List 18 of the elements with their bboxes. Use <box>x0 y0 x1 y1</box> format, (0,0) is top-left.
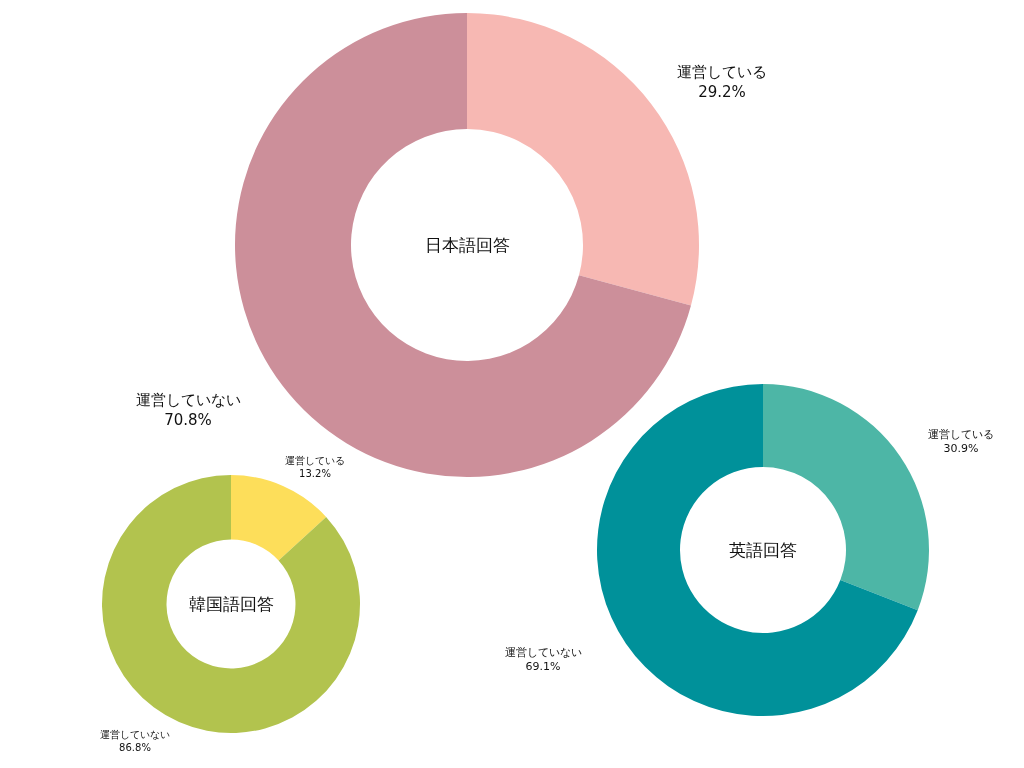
slice-label: 運営していない <box>100 729 170 740</box>
slice-label: 運営している <box>285 455 345 466</box>
data-label: 13.2% <box>299 468 331 479</box>
slice-label: 運営していない <box>135 391 241 409</box>
donut-slice <box>597 384 918 716</box>
donut-slice <box>231 475 327 561</box>
data-label: 30.9% <box>943 442 979 456</box>
slice-label: 運営している <box>677 63 767 81</box>
text: 韓国語回答 <box>188 593 274 614</box>
data-label: 70.8% <box>164 410 212 429</box>
data-label: 29.2% <box>698 82 746 101</box>
text: 英語回答 <box>729 539 797 560</box>
data-label: 69.1% <box>525 660 561 674</box>
donut-slice <box>763 384 929 611</box>
slice-label: 運営している <box>928 427 994 441</box>
data-label: 86.8% <box>119 742 151 753</box>
slice-label: 運営していない <box>504 645 582 659</box>
text: 日本語回答 <box>424 234 510 255</box>
